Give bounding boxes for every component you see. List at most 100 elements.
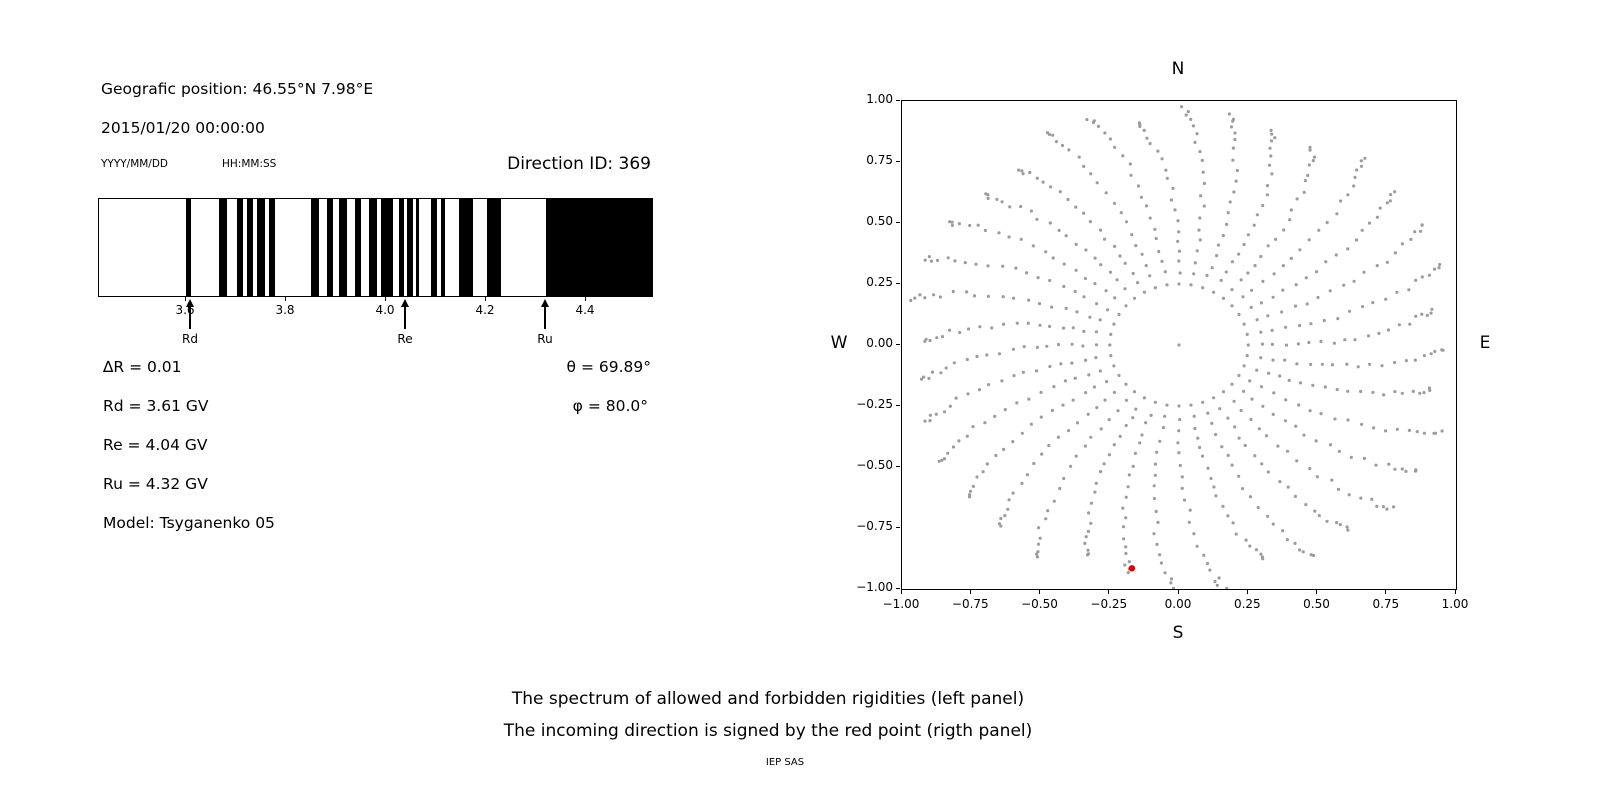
direction-dot — [1235, 168, 1239, 173]
direction-dot — [1245, 332, 1249, 336]
direction-dot — [1132, 390, 1137, 394]
direction-dot — [1000, 200, 1004, 204]
direction-dot — [1370, 497, 1374, 501]
direction-dot — [1086, 548, 1090, 552]
direction-dot — [1189, 403, 1193, 407]
direction-dot — [1400, 242, 1404, 246]
direction-dot — [1035, 176, 1039, 180]
direction-dot — [1082, 329, 1086, 333]
direction-dot — [1198, 216, 1202, 220]
forbidden-band-bar — [381, 199, 393, 296]
dirmap-y-tick — [896, 221, 900, 223]
direction-dot — [999, 524, 1003, 528]
direction-dot — [1271, 358, 1275, 362]
direction-dot — [1230, 304, 1234, 308]
direction-dot — [1029, 209, 1034, 213]
direction-dot — [1158, 439, 1162, 443]
direction-dot — [1104, 191, 1108, 195]
direction-dot — [1408, 322, 1412, 326]
direction-dot — [1268, 146, 1272, 150]
direction-dot — [1249, 305, 1253, 309]
direction-dot — [1287, 378, 1291, 382]
direction-dot — [1126, 485, 1130, 489]
direction-dot — [1088, 220, 1092, 224]
direction-dot — [1245, 354, 1249, 358]
theta-value: θ = 69.89° — [566, 358, 651, 376]
direction-dot — [1074, 454, 1078, 458]
direction-dot — [1271, 522, 1275, 526]
direction-dot — [1001, 264, 1005, 268]
direction-dot — [1094, 330, 1098, 334]
direction-dot — [1131, 464, 1135, 468]
direction-dot — [1367, 221, 1372, 225]
direction-dot — [1144, 264, 1148, 268]
forbidden-band-bar — [269, 199, 275, 296]
direction-dot — [1177, 429, 1181, 433]
direction-dot — [1352, 184, 1356, 188]
direction-dot — [1122, 537, 1126, 541]
direction-dot — [1347, 493, 1351, 497]
direction-dot — [1008, 205, 1012, 209]
direction-dot — [1202, 181, 1206, 186]
direction-dot — [1017, 168, 1021, 172]
dirmap-x-tick-label: 0.75 — [1372, 597, 1400, 611]
direction-dot — [1433, 431, 1438, 435]
direction-dot — [1425, 313, 1429, 317]
direction-dot — [1259, 254, 1263, 259]
dirmap-x-tick-label: −0.25 — [1090, 597, 1128, 611]
direction-dot — [1171, 186, 1175, 190]
direction-dot — [1060, 143, 1065, 148]
direction-dot — [1227, 112, 1231, 116]
direction-dot — [1182, 498, 1187, 502]
forbidden-band-bar — [339, 199, 347, 296]
direction-dot — [1206, 411, 1210, 415]
direction-dot — [1155, 542, 1159, 546]
direction-dot — [1383, 429, 1388, 433]
direction-dot — [1134, 407, 1138, 411]
direction-dot — [1011, 491, 1015, 495]
direction-dot — [1335, 520, 1339, 525]
direction-dot — [1071, 326, 1075, 330]
direction-dot — [1332, 341, 1336, 345]
direction-dot — [1437, 266, 1441, 270]
marker-label: Re — [397, 332, 413, 346]
direction-dot — [1303, 179, 1307, 183]
direction-dot — [1333, 417, 1337, 421]
direction-dot — [1202, 204, 1206, 208]
direction-dot — [1221, 233, 1225, 238]
direction-dot — [957, 222, 961, 226]
direction-dot — [1176, 219, 1180, 223]
direction-dot — [1271, 412, 1275, 416]
direction-dot — [1270, 172, 1274, 176]
direction-dot — [1242, 242, 1246, 247]
direction-dot — [1075, 421, 1080, 425]
marker-arrow-stem — [189, 307, 191, 329]
direction-dot — [1276, 444, 1280, 448]
direction-dot — [1048, 278, 1052, 283]
direction-dot — [1346, 418, 1350, 422]
direction-dot — [1159, 561, 1163, 565]
direction-dot — [1046, 509, 1050, 513]
phi-value: φ = 80.0° — [572, 397, 648, 415]
direction-dot — [1036, 542, 1041, 546]
direction-dot — [1393, 467, 1397, 471]
direction-dot — [1283, 419, 1287, 423]
direction-dot — [1335, 387, 1339, 392]
direction-dot — [1164, 168, 1168, 172]
direction-dot — [1228, 200, 1232, 204]
spectrum-plot-area — [98, 198, 653, 297]
direction-dot — [1298, 548, 1302, 552]
direction-dot — [1118, 254, 1122, 258]
direction-dot — [983, 421, 987, 425]
direction-dot — [1127, 560, 1131, 564]
direction-dot — [1014, 266, 1018, 270]
direction-dot — [1059, 362, 1063, 366]
direction-dot — [1313, 509, 1317, 513]
direction-dot — [1011, 347, 1015, 351]
direction-dot — [1324, 260, 1328, 264]
datetime-label: 2015/01/20 00:00:00 — [101, 119, 265, 137]
direction-dot — [1359, 164, 1364, 168]
direction-dot — [981, 470, 985, 474]
direction-dot — [1083, 541, 1087, 545]
direction-dot — [1237, 312, 1241, 317]
